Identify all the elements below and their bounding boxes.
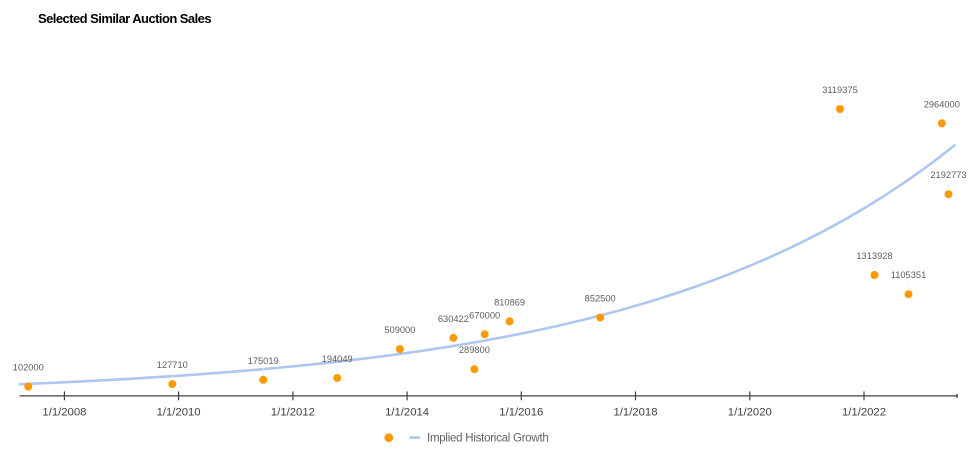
svg-text:1313928: 1313928 xyxy=(856,251,892,261)
svg-text:1/1/2016: 1/1/2016 xyxy=(499,407,543,419)
svg-text:Selected Similar Auction Sales: Selected Similar Auction Sales xyxy=(38,11,211,26)
svg-text:1105351: 1105351 xyxy=(891,270,927,280)
svg-text:810869: 810869 xyxy=(494,297,525,307)
svg-text:102000: 102000 xyxy=(13,363,44,373)
svg-text:1/1/2012: 1/1/2012 xyxy=(271,407,315,419)
svg-text:1/1/2008: 1/1/2008 xyxy=(42,407,86,419)
svg-text:Implied Historical Growth: Implied Historical Growth xyxy=(427,433,549,445)
svg-text:630422: 630422 xyxy=(438,314,469,324)
svg-text:1/1/2022: 1/1/2022 xyxy=(842,407,886,419)
svg-text:509000: 509000 xyxy=(384,325,415,335)
svg-text:852500: 852500 xyxy=(585,294,616,304)
svg-text:670000: 670000 xyxy=(469,310,500,320)
svg-text:2964000: 2964000 xyxy=(924,99,960,109)
svg-text:1/1/2014: 1/1/2014 xyxy=(385,407,429,419)
svg-text:127710: 127710 xyxy=(157,360,188,370)
svg-text:1/1/2020: 1/1/2020 xyxy=(728,407,772,419)
svg-text:175019: 175019 xyxy=(248,356,279,366)
svg-text:289800: 289800 xyxy=(459,345,490,355)
svg-text:3119375: 3119375 xyxy=(822,85,858,95)
svg-text:2192773: 2192773 xyxy=(930,170,966,180)
svg-text:1/1/2010: 1/1/2010 xyxy=(157,407,201,419)
svg-text:1/1/2018: 1/1/2018 xyxy=(614,407,658,419)
svg-text:194049: 194049 xyxy=(322,354,353,364)
